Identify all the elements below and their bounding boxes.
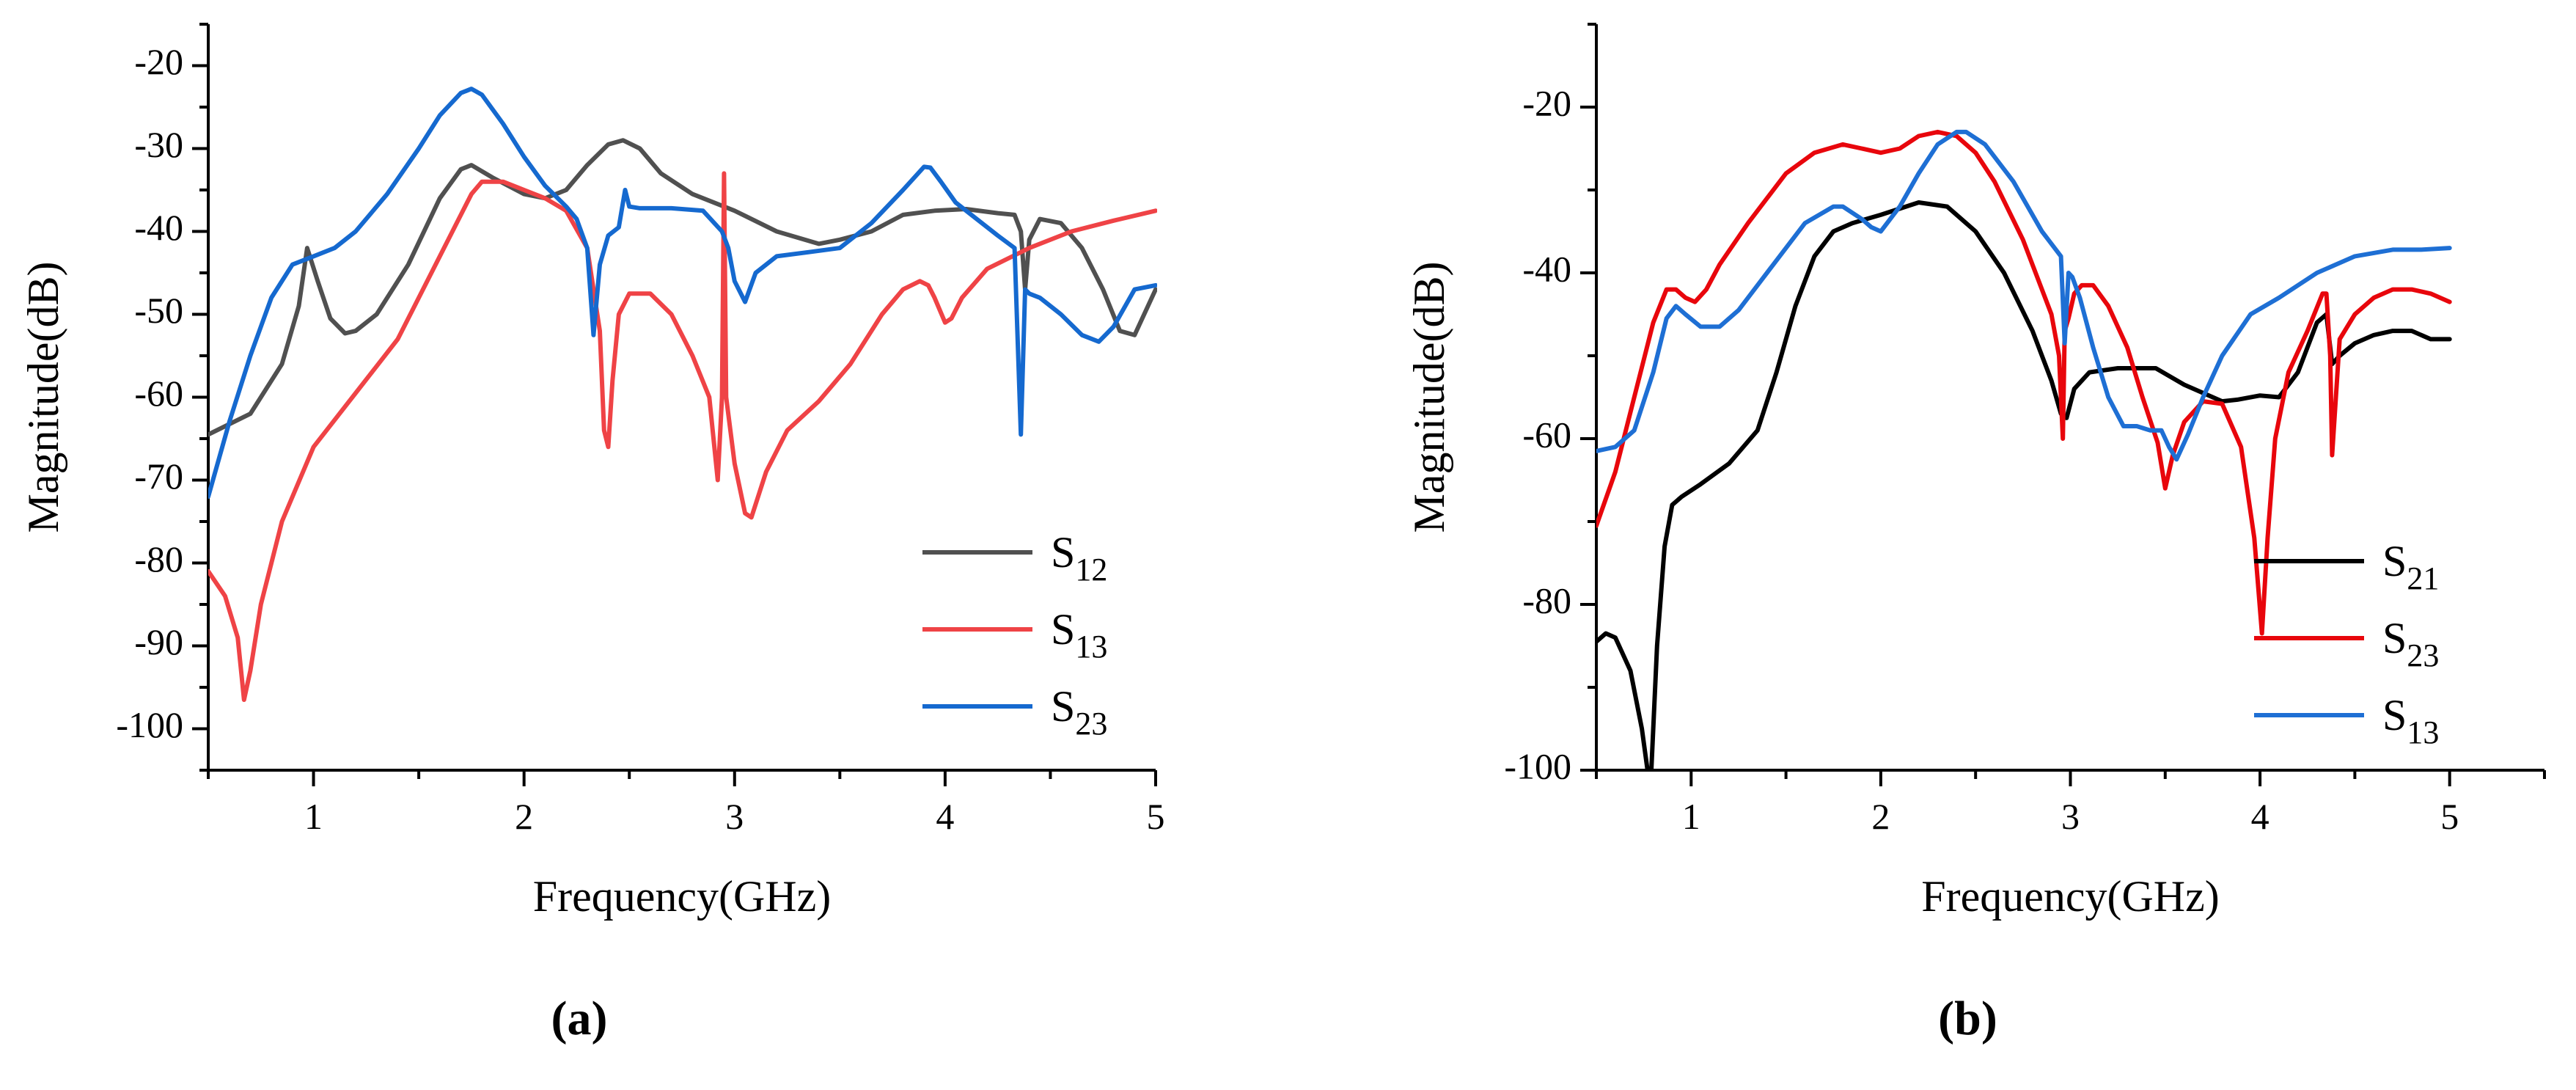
panel-a-x-tick-label: 4 (936, 796, 954, 837)
panel-a-legend-label-s23: S23 (1051, 682, 1107, 742)
legend-label-main: S (1051, 528, 1075, 577)
panel-b-x-tick-label: 5 (2440, 796, 2459, 837)
panel-a-x-tick-label: 5 (1147, 796, 1165, 837)
panel-b-y-tick-label: -60 (1522, 414, 1571, 455)
legend-label-main: S (2382, 614, 2407, 662)
panel-a-x-tick-label: 2 (515, 796, 533, 837)
panel-b-legend-label-s23: S23 (2382, 614, 2439, 673)
panel-a-series-s23 (208, 87, 1157, 500)
panel-a-y-tick-label: -70 (134, 456, 183, 497)
panel-b-legend-label-s21: S21 (2382, 537, 2439, 596)
panel-a-y-tick-label: -30 (134, 124, 183, 165)
panel-a-x-tick-label: 1 (304, 796, 323, 837)
panel-b-y-tick-label: -20 (1522, 82, 1571, 123)
legend-label-main: S (2382, 537, 2407, 585)
panel-b-x-tick-label: 1 (1682, 796, 1700, 837)
legend-label-main: S (1051, 605, 1075, 654)
legend-label-subscript: 23 (2407, 637, 2439, 673)
panel-b-y-tick-label: -100 (1504, 745, 1571, 786)
legend-label-subscript: 23 (1075, 706, 1107, 742)
panel-b-legend-label-s13: S13 (2382, 691, 2439, 750)
legend-label-subscript: 21 (2407, 560, 2439, 596)
panel-b-series-s13 (1596, 129, 2452, 462)
panel-a-y-tick-label: -50 (134, 290, 183, 331)
panel-a-series-s12 (208, 138, 1157, 437)
panel-a-y-tick-label: -20 (134, 41, 183, 82)
panel-a-x-tick-label: 3 (725, 796, 744, 837)
legend-label-main: S (2382, 691, 2407, 739)
panel-a-series-s13 (208, 171, 1157, 702)
panel-b-x-tick-label: 2 (1871, 796, 1890, 837)
panel-a-y-tick-label: -90 (134, 621, 183, 662)
panel-b-series-s21 (1596, 200, 2452, 770)
legend-label-subscript: 13 (1075, 629, 1107, 665)
panel-b-series-s23 (1596, 129, 2452, 636)
panel-a-y-tick-label: -60 (134, 373, 183, 414)
panel-a-x-axis-label: Frequency(GHz) (533, 872, 832, 921)
panel-b-y-axis-label: Magnitude(dB) (1405, 262, 1453, 533)
panel-a-y-axis-label: Magnitude(dB) (19, 262, 67, 533)
panel-a-legend-label-s13: S13 (1051, 605, 1107, 665)
panel-b-label: (b) (1938, 992, 1997, 1045)
panel-b-y-tick-label: -80 (1522, 579, 1571, 621)
panel-b-y-tick-label: -40 (1522, 248, 1571, 289)
legend-label-subscript: 12 (1075, 552, 1107, 588)
panel-a-y-tick-label: -40 (134, 207, 183, 248)
panel-a-label: (a) (551, 992, 608, 1045)
panel-a-legend-label-s12: S12 (1051, 528, 1107, 588)
legend-label-subscript: 13 (2407, 714, 2439, 750)
panel-a-y-tick-label: -100 (116, 704, 183, 745)
panel-a-y-tick-label: -80 (134, 538, 183, 579)
panel-b-x-axis-label: Frequency(GHz) (1921, 872, 2220, 921)
panel-b-x-tick-label: 3 (2061, 796, 2080, 837)
panel-b-x-tick-label: 4 (2251, 796, 2269, 837)
legend-label-main: S (1051, 682, 1075, 731)
